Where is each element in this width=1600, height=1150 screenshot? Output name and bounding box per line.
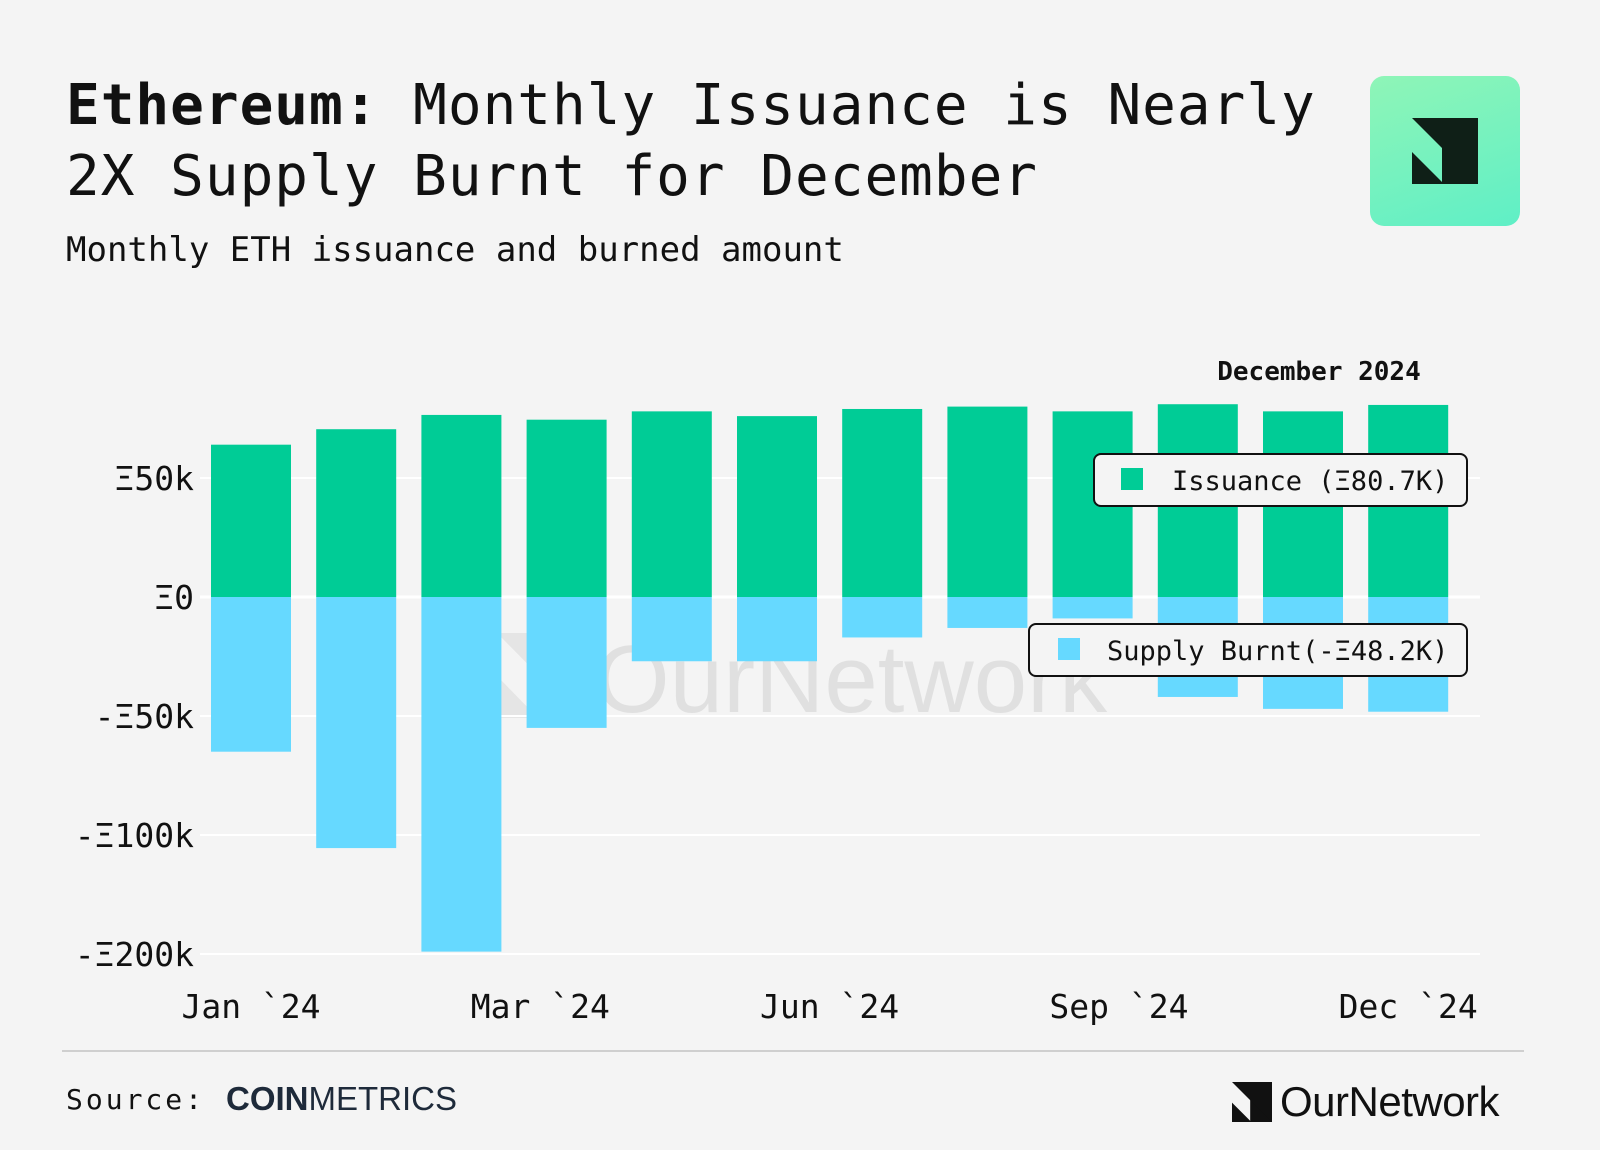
- issuance-bar-4: [631, 411, 712, 597]
- x-tick-label: Sep `24: [1049, 987, 1188, 1026]
- coinmetrics-logo: COINMETRICS: [226, 1080, 457, 1118]
- ournetwork-logo-icon: [1370, 76, 1520, 226]
- ournetwork-footer-text: OurNetwork: [1280, 1078, 1500, 1125]
- x-tick-label: Dec `24: [1339, 987, 1478, 1026]
- source-label: Source:: [66, 1083, 206, 1116]
- legend-supply-burnt-label: Supply Burnt(-Ξ48.2K): [1107, 636, 1448, 667]
- issuance-bar-3: [526, 419, 607, 597]
- legend-issuance-swatch: [1121, 468, 1143, 490]
- x-tick-label: Mar `24: [471, 987, 610, 1026]
- issuance-bar-6: [842, 408, 923, 597]
- issuance-bar-1: [316, 429, 397, 597]
- x-tick-label: Jun `24: [760, 987, 899, 1026]
- coinmetrics-logo-bold: COIN: [226, 1080, 309, 1117]
- ournetwork-mark-icon: [1412, 118, 1478, 184]
- issuance-bar-7: [947, 406, 1028, 597]
- y-tick-label: -Ξ100k: [75, 816, 194, 855]
- burnt-bar-7: [947, 597, 1028, 628]
- burnt-bar-0: [211, 597, 291, 752]
- coinmetrics-logo-light: METRICS: [308, 1080, 458, 1117]
- chart-title-bold: Ethereum:: [66, 73, 379, 138]
- burnt-bar-8: [1052, 597, 1133, 619]
- issuance-bar-0: [211, 444, 291, 597]
- ournetwork-footer-icon: [1232, 1082, 1272, 1122]
- chart-title-rest: Monthly Issuance is Nearly 2X Supply Bur…: [66, 73, 1316, 209]
- annotation-december: December 2024: [1217, 357, 1421, 387]
- y-tick-label: Ξ50k: [115, 459, 195, 498]
- y-tick-label: Ξ0: [154, 578, 194, 617]
- issuance-bar-5: [737, 416, 817, 597]
- burnt-bar-5: [737, 597, 817, 662]
- burnt-bar-4: [631, 597, 712, 662]
- legend-supply-burnt-swatch: [1058, 638, 1080, 660]
- legend-supply-burnt: Supply Burnt(-Ξ48.2K): [1028, 623, 1468, 677]
- legend-issuance-label: Issuance (Ξ80.7K): [1172, 466, 1448, 497]
- footer-divider: [62, 1050, 1524, 1052]
- burnt-bar-3: [526, 597, 607, 728]
- x-tick-label: Jan `24: [181, 987, 320, 1026]
- burnt-bar-6: [842, 597, 923, 638]
- issuance-bar-2: [421, 414, 502, 597]
- chart-title: Ethereum: Monthly Issuance is Nearly 2X …: [66, 70, 1326, 212]
- chart-subtitle: Monthly ETH issuance and burned amount: [66, 230, 844, 270]
- y-tick-label: -Ξ50k: [95, 697, 194, 736]
- y-tick-label: -Ξ200k: [75, 935, 194, 974]
- burnt-bar-1: [316, 597, 397, 849]
- legend-issuance: Issuance (Ξ80.7K): [1093, 453, 1468, 507]
- burnt-bar-2: [421, 597, 502, 952]
